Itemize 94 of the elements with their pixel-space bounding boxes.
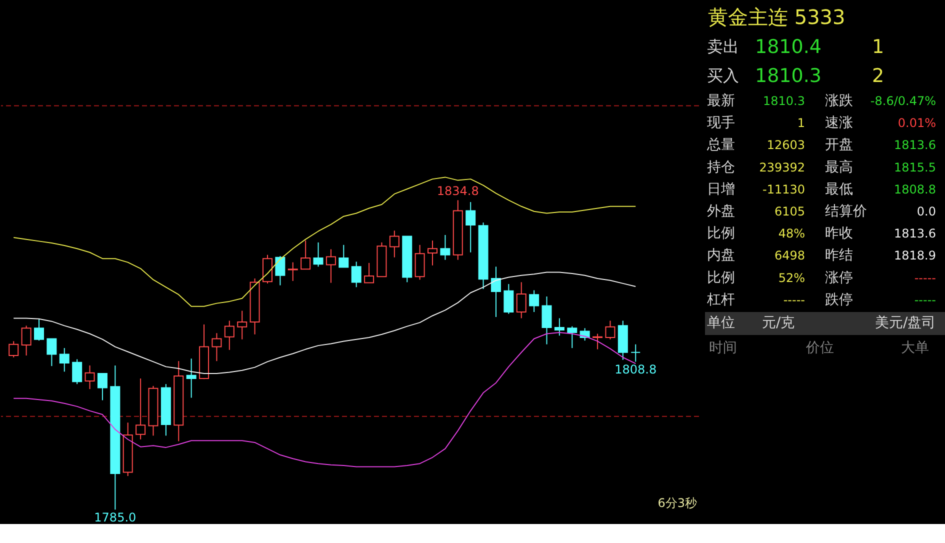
candlestick: [59, 348, 70, 372]
text: 涨停: [825, 270, 853, 286]
candlestick: [46, 338, 57, 367]
candlestick: [605, 320, 616, 340]
text: 1815.5: [894, 160, 936, 174]
candlestick: [262, 254, 272, 284]
text: 0.01%: [898, 116, 936, 130]
text: 0.0: [916, 204, 936, 218]
text: 速涨: [825, 115, 853, 132]
candlestick: [542, 296, 552, 345]
candlestick: [84, 364, 95, 390]
candlestick: [97, 373, 108, 401]
text: 涨跌: [825, 93, 853, 109]
candlestick: [428, 240, 438, 266]
candlestick: [21, 325, 32, 356]
text: -11130: [762, 182, 805, 196]
text: -----: [914, 270, 936, 285]
text: 最低: [825, 181, 853, 198]
candlestick: [630, 344, 641, 362]
candlestick: [516, 282, 526, 319]
text: -8.6/0.47%: [870, 94, 936, 108]
text: 最新: [707, 93, 735, 109]
text: 6105: [774, 204, 805, 218]
candlestick: [414, 244, 425, 280]
text: 昨收: [825, 226, 853, 242]
text: 12603: [766, 138, 805, 152]
candlestick: [389, 230, 400, 258]
text: 总量: [706, 137, 735, 154]
candlestick: [288, 262, 298, 282]
candlestick: [338, 244, 349, 268]
text: 最高: [825, 159, 853, 176]
candlestick: [72, 358, 82, 385]
text: 内盘: [707, 248, 735, 264]
text: 开盘: [825, 137, 853, 154]
text: 跌停: [825, 292, 853, 308]
text: 元/克: [762, 315, 795, 331]
text: 比例: [707, 270, 735, 286]
annotation: 1785.0: [94, 510, 136, 525]
candlestick: [237, 310, 248, 340]
candlestick: [136, 378, 146, 440]
text: 239392: [759, 160, 805, 174]
candlestick: [186, 358, 196, 398]
text: 52%: [778, 270, 805, 285]
candlestick: [567, 326, 578, 349]
candlestick: [351, 261, 362, 288]
candlestick: [529, 290, 540, 313]
candlestick: [34, 318, 44, 342]
candlestick: [224, 320, 234, 350]
text: 48%: [778, 226, 805, 241]
candlestick: [326, 248, 336, 284]
text: 1: [797, 116, 805, 130]
text: 美元/盘司: [875, 315, 936, 331]
text: 1810.3: [755, 65, 822, 87]
candlestick: [504, 284, 514, 314]
candlestick: [592, 333, 603, 350]
text: 黄金主连 5333: [708, 5, 846, 29]
text: 1813.6: [894, 226, 936, 241]
text: 价位: [805, 340, 834, 356]
text: -----: [914, 292, 936, 307]
text: 1818.9: [894, 248, 936, 263]
candlestick: [554, 318, 564, 336]
text: -----: [783, 292, 805, 307]
candlestick: [275, 256, 286, 286]
text: 1813.6: [894, 138, 936, 152]
candlestick: [490, 266, 501, 318]
text: 结算价: [825, 204, 867, 220]
text: 买入: [707, 66, 739, 85]
candlestick: [300, 240, 311, 270]
text: 时间: [709, 340, 737, 356]
text: 大单: [901, 340, 929, 356]
candlestick: [313, 242, 324, 268]
text: 1810.4: [755, 36, 822, 58]
text: 昨结: [825, 248, 853, 264]
candlestick: [212, 332, 222, 362]
text: 1808.8: [894, 182, 936, 196]
text: 杠杆: [706, 292, 735, 308]
text: 比例: [707, 226, 735, 242]
text: 持仓: [707, 159, 735, 176]
text: 1: [872, 36, 884, 58]
candlestick: [364, 262, 374, 284]
candlestick: [466, 202, 476, 253]
annotation: 1834.8: [436, 184, 479, 198]
text: 卖出: [707, 37, 739, 56]
text: 单位: [707, 315, 735, 331]
candlestick: [440, 234, 450, 260]
text: 外盘: [707, 204, 735, 220]
text: 1810.3: [763, 94, 805, 108]
text: 2: [872, 65, 884, 87]
candlestick: [8, 340, 19, 358]
text: 6498: [774, 248, 805, 263]
annotation: 1808.8: [614, 362, 657, 377]
text: 6分3秒: [658, 496, 697, 510]
text: 现手: [707, 115, 735, 132]
text: 日增: [707, 181, 735, 198]
